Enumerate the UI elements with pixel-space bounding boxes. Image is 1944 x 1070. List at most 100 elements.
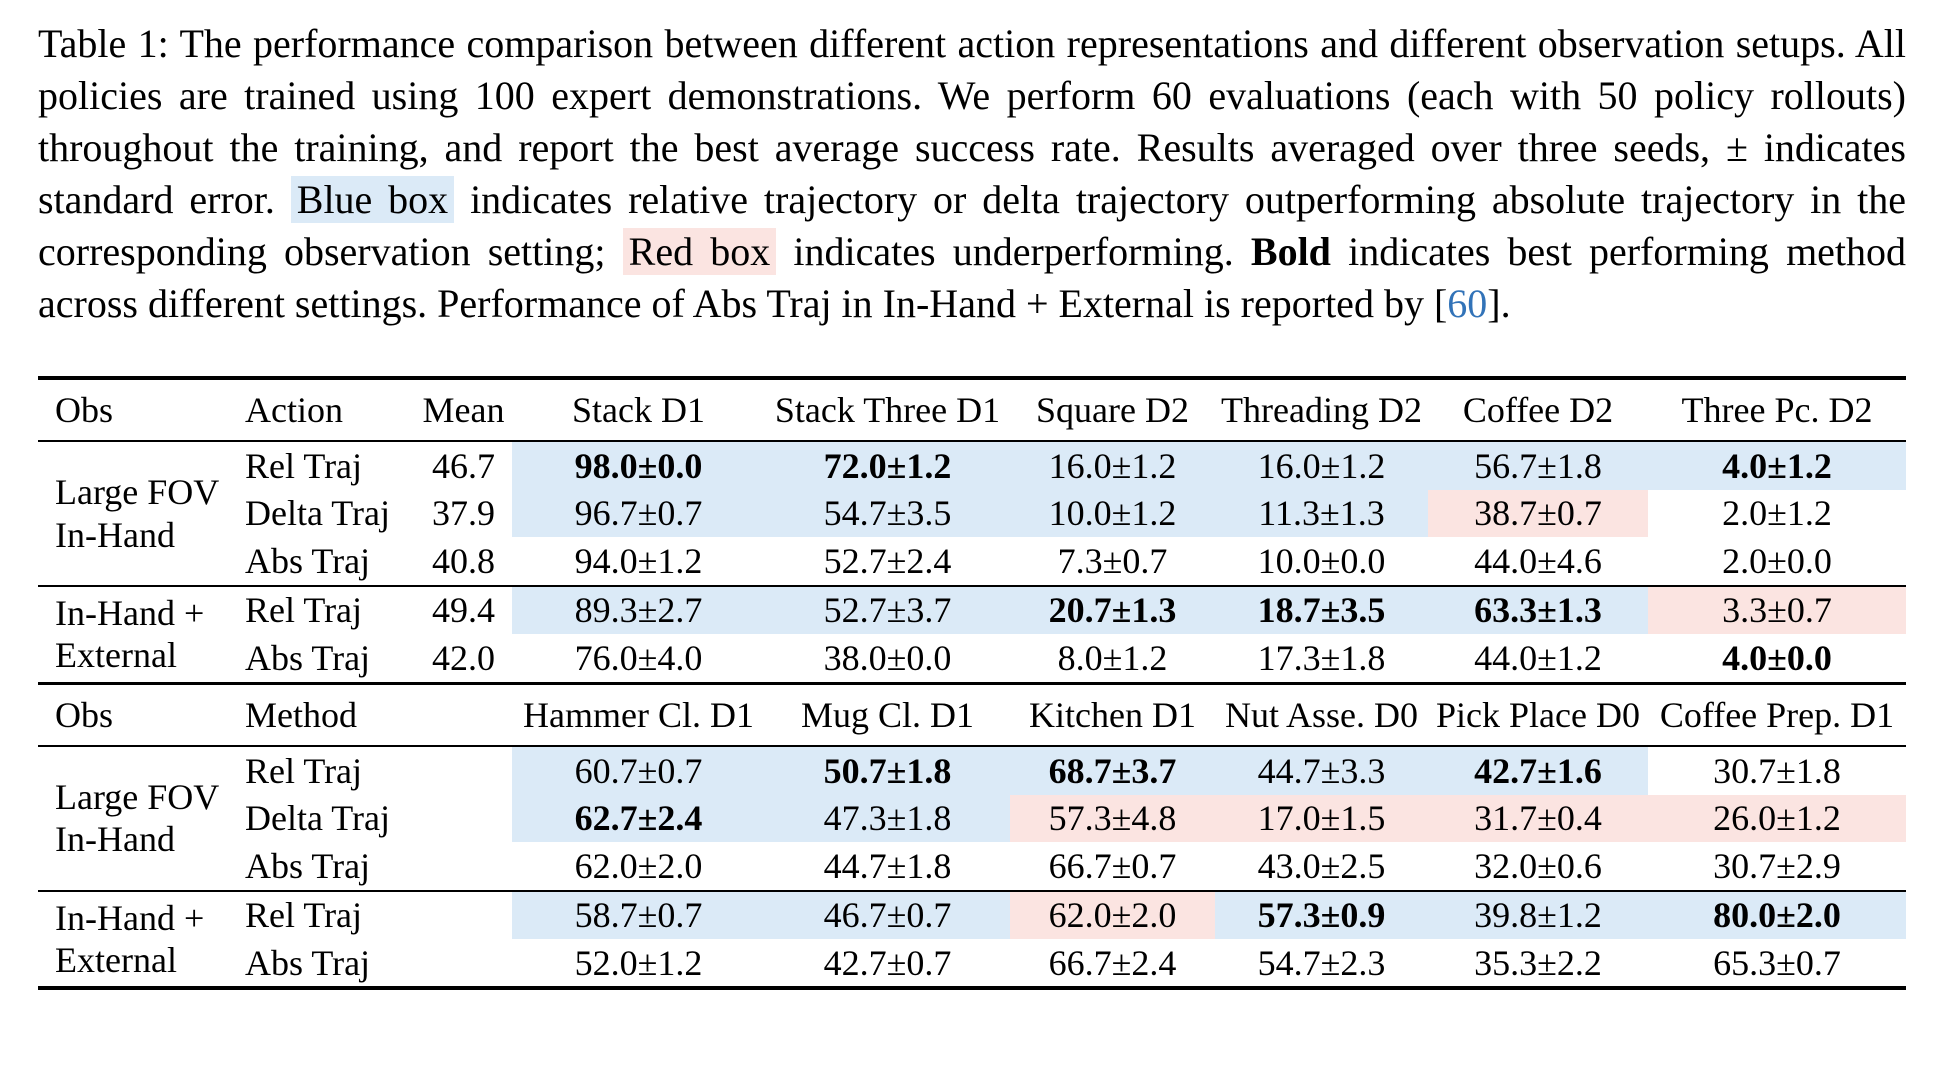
table-row: Abs Traj 40.8 94.0±1.2 52.7±2.4 7.3±0.7 … bbox=[38, 537, 1906, 585]
table-cell: 65.3±0.7 bbox=[1713, 942, 1841, 983]
column-header-hammer-cl-d1: Hammer Cl. D1 bbox=[523, 694, 754, 735]
header-row: Obs Method Hammer Cl. D1 Mug Cl. D1 Kitc… bbox=[38, 685, 1906, 747]
action-label: Rel Traj bbox=[245, 584, 415, 635]
table-cell: 10.0±0.0 bbox=[1257, 540, 1386, 581]
method-label: Delta Traj bbox=[245, 798, 391, 839]
action-label: Abs Traj bbox=[245, 637, 371, 678]
table-cell: 57.3±0.9 bbox=[1215, 889, 1428, 939]
obs-group-label: Large FOV In-Hand bbox=[38, 746, 245, 890]
table-cell: 50.7±1.8 bbox=[765, 746, 1010, 795]
table-cell: 52.7±3.7 bbox=[765, 584, 1010, 635]
table-cell: 47.3±1.8 bbox=[765, 794, 1010, 843]
column-header-mean: Mean bbox=[422, 390, 505, 430]
method-label: Abs Traj bbox=[245, 845, 371, 886]
table-cell: 4.0±1.2 bbox=[1648, 441, 1906, 490]
caption-text-1: The performance comparison between diffe… bbox=[38, 21, 1907, 222]
obs-line: In-Hand + bbox=[55, 897, 205, 938]
column-header-obs: Obs bbox=[55, 390, 114, 430]
table-cell: 39.8±1.2 bbox=[1428, 889, 1648, 939]
action-label: Rel Traj bbox=[245, 445, 363, 486]
table-row: In-Hand + External Rel Traj 49.4 89.3±2.… bbox=[38, 584, 1906, 684]
table-cell: 31.7±0.4 bbox=[1428, 794, 1648, 843]
caption-label: Table 1: bbox=[38, 21, 169, 66]
table-row: Abs Traj 42.0 76.0±4.0 38.0±0.0 8.0±1.2 … bbox=[38, 634, 1906, 683]
results-table: Obs Action Mean Stack D1 Stack Three D1 … bbox=[38, 376, 1906, 991]
action-label: Abs Traj bbox=[245, 540, 371, 581]
table-cell: 66.7±2.4 bbox=[1048, 942, 1177, 983]
caption-text-5: ]. bbox=[1487, 281, 1511, 326]
table-cell: 17.0±1.5 bbox=[1215, 794, 1428, 843]
obs-line: External bbox=[55, 940, 177, 980]
column-header-three-pc-d2: Three Pc. D2 bbox=[1681, 390, 1873, 430]
table-cell: 43.0±2.5 bbox=[1257, 845, 1386, 886]
table-cell: 30.7±1.8 bbox=[1713, 750, 1841, 791]
table-cell: 98.0±0.0 bbox=[512, 441, 765, 490]
table-cell: 38.7±0.7 bbox=[1428, 489, 1648, 538]
table-cell: 62.0±2.0 bbox=[1010, 889, 1215, 939]
column-header-stack-three-d1: Stack Three D1 bbox=[774, 390, 1001, 430]
method-label: Abs Traj bbox=[245, 942, 371, 983]
column-header-square-d2: Square D2 bbox=[1036, 390, 1189, 430]
red-box-sample: Red box bbox=[622, 228, 777, 275]
results-table-part-b: Obs Method Hammer Cl. D1 Mug Cl. D1 Kitc… bbox=[38, 685, 1906, 991]
table-cell: 7.3±0.7 bbox=[1057, 540, 1168, 581]
table-cell: 44.0±4.6 bbox=[1474, 540, 1602, 581]
table-cell: 16.0±1.2 bbox=[1010, 441, 1215, 490]
table-cell: 76.0±4.0 bbox=[574, 637, 703, 678]
table-cell: 26.0±1.2 bbox=[1648, 794, 1906, 843]
table-row: Abs Traj 52.0±1.2 42.7±0.7 66.7±2.4 54.7… bbox=[38, 939, 1906, 988]
table-cell: 20.7±1.3 bbox=[1010, 584, 1215, 635]
table-cell: 2.0±1.2 bbox=[1722, 493, 1832, 534]
table-cell: 72.0±1.2 bbox=[765, 441, 1010, 490]
obs-group-label: Large FOV In-Hand bbox=[38, 441, 245, 585]
action-label: Delta Traj bbox=[245, 493, 391, 534]
table-row: Delta Traj 37.9 96.7±0.7 54.7±3.5 10.0±1… bbox=[38, 489, 1906, 538]
citation-link-60[interactable]: 60 bbox=[1447, 281, 1488, 326]
table-row: In-Hand + External Rel Traj 58.7±0.7 46.… bbox=[38, 889, 1906, 989]
column-header-kitchen-d1: Kitchen D1 bbox=[1029, 694, 1196, 735]
table-cell: 52.0±1.2 bbox=[574, 942, 703, 983]
caption-text-4: indicates best performing method across … bbox=[38, 229, 1907, 326]
table-cell: 11.3±1.3 bbox=[1215, 489, 1428, 538]
table-cell: 58.7±0.7 bbox=[512, 889, 765, 939]
table-row: Delta Traj 62.7±2.4 47.3±1.8 57.3±4.8 17… bbox=[38, 794, 1906, 843]
table-cell: 8.0±1.2 bbox=[1057, 637, 1168, 678]
mean-value: 42.0 bbox=[432, 637, 495, 678]
column-header-coffee-d2: Coffee D2 bbox=[1462, 390, 1614, 430]
obs-line: In-Hand bbox=[55, 514, 175, 555]
table-cell: 96.7±0.7 bbox=[512, 489, 765, 538]
mean-value: 40.8 bbox=[432, 540, 495, 581]
table-cell: 57.3±4.8 bbox=[1010, 794, 1215, 843]
table-caption: Table 1: The performance comparison betw… bbox=[38, 18, 1906, 330]
header-row: Obs Action Mean Stack D1 Stack Three D1 … bbox=[38, 378, 1906, 442]
table-cell: 54.7±2.3 bbox=[1257, 942, 1386, 983]
table-cell: 16.0±1.2 bbox=[1215, 441, 1428, 490]
table-cell: 35.3±2.2 bbox=[1474, 942, 1602, 983]
mean-value: 49.4 bbox=[415, 584, 512, 635]
table-cell: 4.0±0.0 bbox=[1722, 637, 1832, 678]
table-cell: 56.7±1.8 bbox=[1428, 441, 1648, 490]
caption-text-2: indicates relative trajectory or delta t… bbox=[38, 177, 1906, 274]
caption-text-3: indicates underperforming. bbox=[793, 229, 1234, 274]
method-label: Rel Traj bbox=[245, 889, 512, 939]
table-cell: 62.7±2.4 bbox=[512, 794, 765, 843]
table-cell: 44.7±1.8 bbox=[823, 845, 952, 886]
table-cell: 52.7±2.4 bbox=[823, 540, 952, 581]
table-cell: 54.7±3.5 bbox=[765, 489, 1010, 538]
mean-value: 46.7 bbox=[432, 445, 495, 486]
table-cell: 17.3±1.8 bbox=[1257, 637, 1386, 678]
obs-line: Large FOV bbox=[55, 472, 220, 513]
table-cell: 44.7±3.3 bbox=[1215, 746, 1428, 795]
table-cell: 46.7±0.7 bbox=[765, 889, 1010, 939]
obs-line: External bbox=[55, 635, 177, 676]
table-cell: 42.7±0.7 bbox=[823, 942, 952, 983]
blue-box-sample: Blue box bbox=[290, 176, 455, 223]
table-row: Abs Traj 62.0±2.0 44.7±1.8 66.7±0.7 43.0… bbox=[38, 842, 1906, 890]
table-cell: 60.7±0.7 bbox=[512, 746, 765, 795]
table-cell: 30.7±2.9 bbox=[1713, 845, 1841, 886]
column-header-obs: Obs bbox=[55, 694, 114, 735]
results-table-part-a: Obs Action Mean Stack D1 Stack Three D1 … bbox=[38, 376, 1906, 685]
table-cell: 44.0±1.2 bbox=[1474, 637, 1602, 678]
table-row: Large FOV In-Hand Rel Traj 46.7 98.0±0.0… bbox=[38, 441, 1906, 555]
obs-line: In-Hand + bbox=[55, 592, 205, 633]
